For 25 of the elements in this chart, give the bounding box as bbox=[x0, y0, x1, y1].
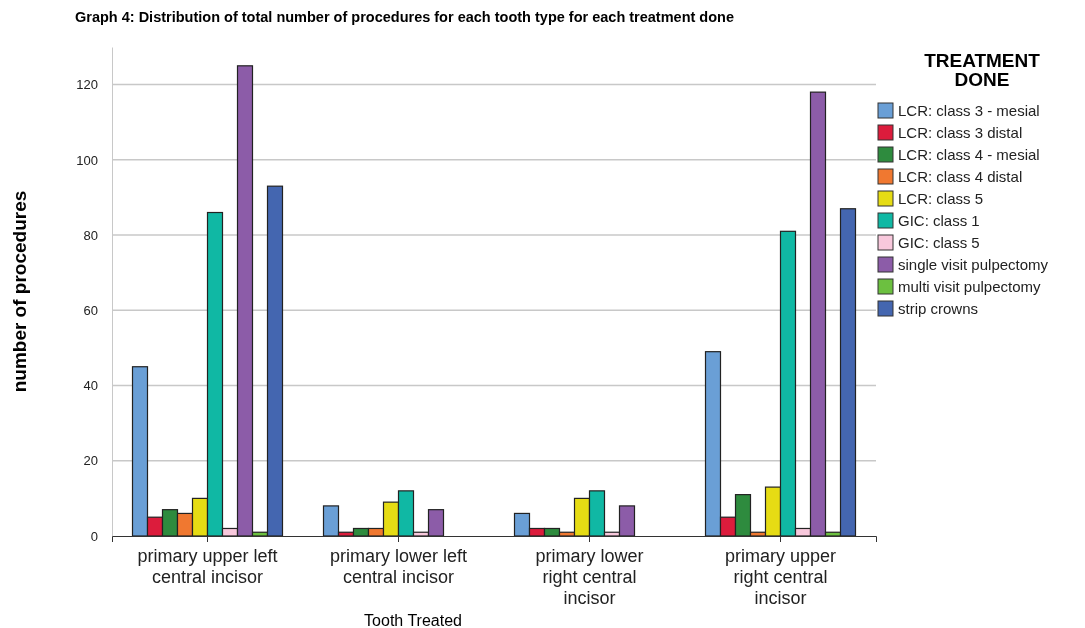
chart-title: Graph 4: Distribution of total number of procedures for each tooth type for each treatment done bbox=[75, 9, 734, 25]
legend-title: TREATMENT DONE bbox=[924, 50, 1041, 90]
y-tick-label: 20 bbox=[83, 453, 98, 469]
legend-label: LCR: class 3 distal bbox=[898, 124, 1023, 141]
x-tick-label: primary upper left central incisor bbox=[137, 546, 278, 587]
legend-label: LCR: class 4 distal bbox=[898, 168, 1023, 185]
legend-label: multi visit pulpectomy bbox=[898, 278, 1042, 295]
legend-label: single visit pulpectomy bbox=[898, 256, 1049, 273]
y-tick-label: 60 bbox=[83, 302, 98, 318]
y-tick-label: 100 bbox=[76, 152, 98, 168]
legend-label: GIC: class 5 bbox=[898, 234, 980, 251]
legend-label: strip crowns bbox=[898, 300, 979, 317]
legend-label: LCR: class 5 bbox=[898, 190, 984, 207]
legend-label: GIC: class 1 bbox=[898, 212, 980, 229]
y-tick-label: 80 bbox=[83, 227, 98, 243]
y-tick-label: 0 bbox=[90, 528, 98, 544]
y-tick-label: 120 bbox=[76, 77, 98, 93]
y-tick-label: 40 bbox=[83, 378, 98, 394]
x-tick-label: primary lower left central incisor bbox=[329, 546, 468, 587]
x-tick-label: primary lower right central incisor bbox=[535, 546, 644, 608]
legend-label: LCR: class 3 - mesial bbox=[898, 102, 1040, 119]
legend-label: LCR: class 4 - mesial bbox=[898, 146, 1040, 163]
x-tick-label: primary upper right central incisor bbox=[724, 546, 837, 608]
y-axis-title: number of procedures bbox=[9, 190, 30, 393]
x-axis-title: Tooth Treated bbox=[364, 612, 462, 628]
